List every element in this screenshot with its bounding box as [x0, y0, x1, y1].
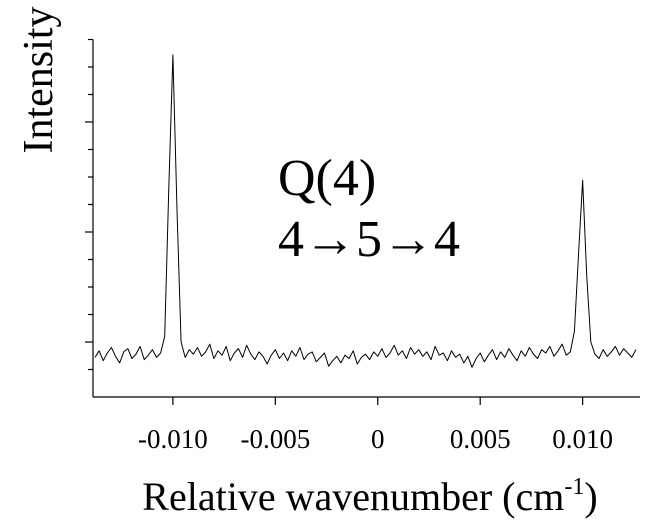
x-axis-label: Relative wavenumber (cm-1)	[142, 474, 597, 519]
y-axis-label: Intensity	[16, 7, 62, 154]
annotation: Q(4)	[278, 150, 376, 207]
x-axis-label-sup: -1	[564, 474, 584, 500]
x-tick-label: -0.005	[240, 424, 310, 454]
x-tick-label: 0	[371, 424, 385, 454]
x-axis-label-text: Relative wavenumber (cm	[142, 474, 564, 519]
spectrum-line	[94, 54, 637, 368]
x-tick-label: -0.010	[138, 424, 208, 454]
x-tick-label: 0.005	[450, 424, 511, 454]
x-axis-label-end: )	[584, 474, 597, 519]
x-tick-label: 0.010	[552, 424, 613, 454]
annotation: 4→5→4	[278, 211, 460, 268]
